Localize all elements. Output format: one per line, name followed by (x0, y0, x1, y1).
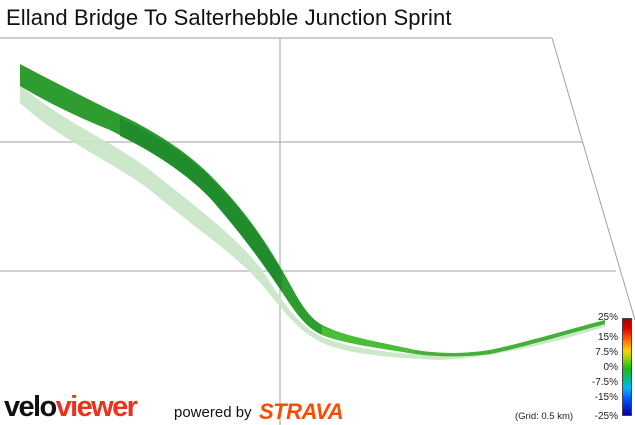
grid-scale-note: (Grid: 0.5 km) (515, 411, 574, 422)
legend-label-0: 0% (603, 362, 618, 373)
legend-label-25: 25% (597, 312, 618, 323)
legend-label-neg-7-5: -7.5% (591, 377, 618, 388)
ribbon-flat-section (415, 320, 605, 357)
legend-label-neg-15: -15% (594, 392, 618, 403)
veloviewer-logo[interactable]: veloviewer (4, 391, 138, 423)
logo-velo-text: velo (4, 391, 57, 423)
gradient-legend-bar (622, 318, 632, 416)
ribbon-top (20, 64, 605, 357)
logo-viewer-text: viewer (55, 391, 138, 423)
powered-by-text: powered by (174, 404, 252, 421)
strava-logo[interactable]: STRAVA (259, 399, 344, 424)
legend-label-7-5: 7.5% (595, 347, 618, 358)
segment-title: Elland Bridge To Salterhebble Junction S… (6, 5, 452, 30)
grid (0, 37, 635, 425)
legend-label-15: 15% (597, 332, 618, 343)
ribbon-steep-section (120, 118, 282, 292)
legend-label-neg-25: -25% (594, 411, 618, 422)
ribbon-lower-section (322, 326, 415, 354)
